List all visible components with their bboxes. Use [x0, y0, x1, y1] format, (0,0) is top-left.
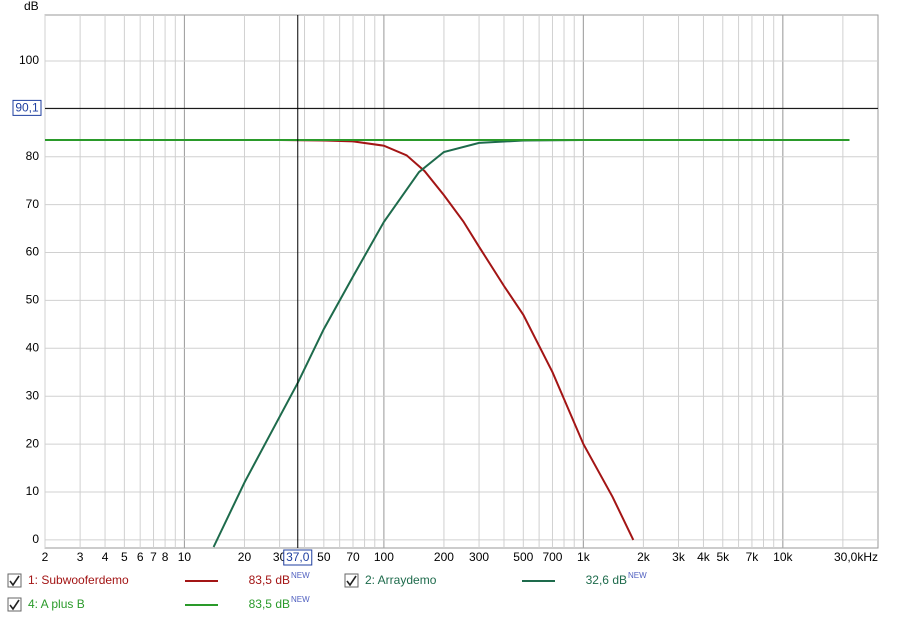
cursor-box — [283, 549, 313, 566]
checkmark — [346, 575, 357, 587]
legend-label: 1: Subwooferdemo — [28, 573, 129, 587]
x-tick-label: 3 — [77, 550, 84, 564]
x-tick-label: 70 — [346, 550, 360, 564]
checkbox[interactable] — [7, 597, 22, 612]
legend-label: 2: Arraydemo — [365, 573, 437, 587]
x-tick-label: 2k — [637, 550, 651, 564]
y-tick-label: 30 — [26, 388, 40, 402]
legend-label: 4: A plus B — [28, 597, 85, 611]
y-tick-label: 70 — [26, 197, 40, 211]
legend-readout: 83,5 dB — [249, 597, 290, 611]
x-tick-label: 10 — [178, 550, 192, 564]
y-tick-label: 80 — [26, 149, 40, 163]
legend-readout: 83,5 dB — [249, 573, 290, 587]
legend-badge: NEW — [628, 571, 647, 580]
checkmark — [9, 575, 20, 587]
x-tick-label: 30 — [273, 550, 287, 564]
x-tick-label: 7k — [746, 550, 760, 564]
x-tick-label: 20 — [238, 550, 252, 564]
legend-badge: NEW — [291, 595, 310, 604]
y-tick-label: 60 — [26, 245, 40, 259]
x-tick-label: 300 — [469, 550, 489, 564]
y-tick-label: 40 — [26, 340, 40, 354]
x-tick-label: 4k — [697, 550, 711, 564]
cursor-box — [12, 99, 42, 116]
checkbox[interactable] — [7, 573, 22, 588]
y-tick-label: 100 — [19, 53, 39, 67]
x-tick-label: 30,0kHz — [834, 550, 878, 564]
cursor-label: 37,0 — [286, 550, 310, 564]
x-tick-label: 4 — [102, 550, 109, 564]
y-tick-label: 0 — [32, 532, 39, 546]
x-tick-label: 2 — [42, 550, 49, 564]
x-tick-label: 3k — [672, 550, 686, 564]
y-axis-label: dB — [24, 0, 39, 13]
x-tick-label: 8 — [162, 550, 169, 564]
x-tick-label: 6 — [137, 550, 144, 564]
cursor-label: 90,1 — [15, 101, 39, 115]
y-tick-label: 20 — [26, 436, 40, 450]
x-tick-label: 1k — [577, 550, 591, 564]
x-tick-label: 500 — [513, 550, 533, 564]
curves — [45, 139, 850, 548]
legend-readout: 32,6 dB — [586, 573, 627, 587]
x-tick-label: 5k — [716, 550, 730, 564]
x-tick-label: 100 — [374, 550, 394, 564]
y-tick-label: 10 — [26, 484, 40, 498]
plot-area — [44, 14, 879, 549]
x-tick-label: 50 — [317, 550, 331, 564]
legend-badge: NEW — [291, 571, 310, 580]
x-tick-label: 5 — [121, 550, 128, 564]
y-tick-label: 50 — [26, 293, 40, 307]
checkbox[interactable] — [344, 573, 359, 588]
x-tick-label: 10k — [773, 550, 793, 564]
x-tick-label: 200 — [434, 550, 454, 564]
x-tick-label: 700 — [542, 550, 562, 564]
x-tick-label: 7 — [150, 550, 157, 564]
checkmark — [9, 599, 20, 611]
